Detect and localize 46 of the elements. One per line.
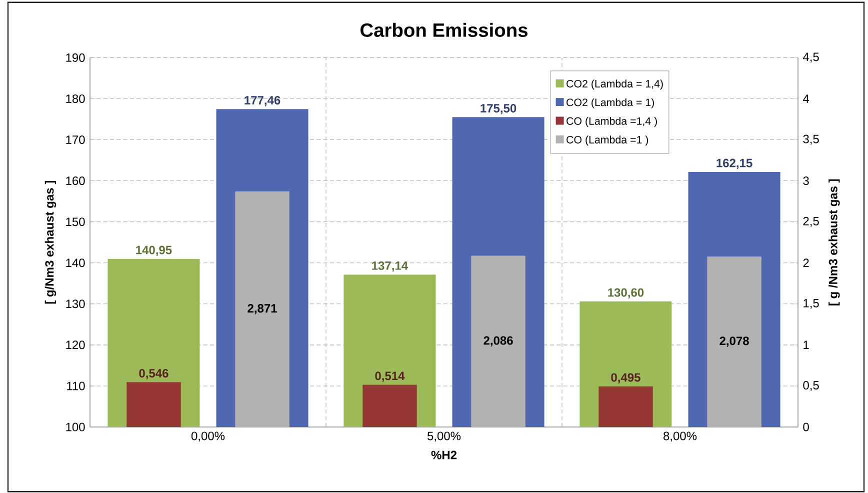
bar [126,382,181,427]
y2-axis-title: [ g /Nm3 exhaust gas ] [828,179,840,306]
legend-label: CO (Lambda =1 ) [566,136,648,146]
data-label: 2,871 [248,304,277,314]
y-tick-label: 120 [66,340,85,350]
y2-tick-label: 3 [803,176,809,186]
data-label: 130,60 [608,288,644,298]
x-axis-title: %H2 [431,450,457,460]
y-tick-label: 140 [66,258,85,268]
x-tick-label: 5,00% [427,432,461,442]
y2-tick-label: 0,5 [803,381,819,391]
bar [362,384,417,427]
legend-label: CO2 (Lambda = 1) [566,98,654,108]
data-label: 175,50 [480,104,516,114]
chart-title: Carbon Emissions [360,22,528,37]
y2-tick-label: 2 [803,258,809,268]
y2-tick-label: 2,5 [803,216,819,227]
y-tick-label: 190 [66,53,85,62]
y-tick-label: 160 [66,176,85,186]
y-axis-title: [ g/Nm3 exhaust gas ] [44,181,56,304]
data-label: 140,95 [136,246,172,256]
y2-tick-label: 0 [803,422,809,432]
y2-tick-label: 1 [804,340,809,350]
data-label: 0,495 [611,373,640,384]
y2-tick-label: 4,5 [802,52,819,63]
bar [598,386,653,427]
y2-tick-label: 3,5 [803,134,819,145]
data-label: 2,086 [484,336,513,347]
y-tick-label: 180 [66,94,85,103]
data-label: 162,15 [716,158,752,170]
y-tick-label: 150 [66,218,85,226]
data-label: 0,546 [139,369,168,380]
legend-label: CO (Lambda =1,4 ) [566,116,657,127]
x-tick-label: 8,00% [664,432,697,442]
legend-label: CO2 (Lambda = 1,4) [566,80,663,90]
data-label: 2,078 [720,336,749,347]
data-label: 0,514 [375,372,405,382]
y2-tick-label: 4 [802,94,810,103]
data-label: 177,46 [244,96,280,106]
y-tick-label: 170 [66,135,85,144]
y2-tick-label: 1,5 [804,298,819,309]
y-tick-label: 100 [66,422,85,432]
data-label: 137,14 [372,261,408,272]
y-tick-label: 130 [66,300,85,308]
x-tick-label: 0,00% [191,432,225,442]
y-tick-label: 110 [67,382,85,390]
